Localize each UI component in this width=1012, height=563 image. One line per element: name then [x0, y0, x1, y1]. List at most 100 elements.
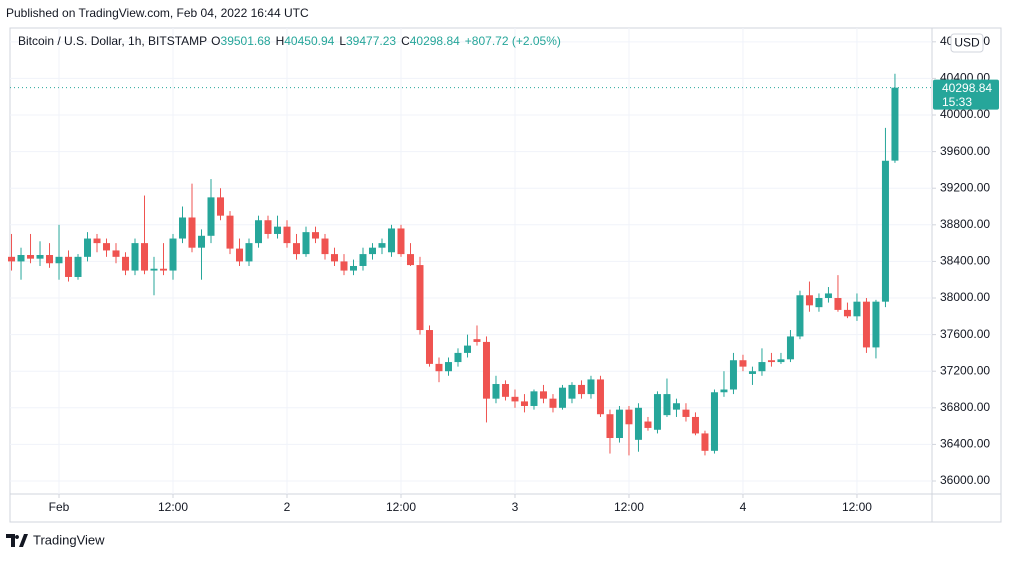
candle-body: [701, 433, 709, 451]
candle-body: [862, 301, 870, 348]
candle-body: [273, 226, 281, 234]
candle-body: [625, 409, 633, 425]
candle-body: [463, 345, 471, 353]
candle-body: [653, 394, 661, 430]
candle-body: [872, 301, 880, 348]
candle-body: [568, 384, 576, 399]
candle-body: [748, 371, 756, 374]
candle-body: [824, 293, 832, 299]
candle-body: [777, 359, 785, 363]
candle-body: [122, 256, 130, 271]
candle-body: [587, 379, 595, 395]
chart-title: Bitcoin / U.S. Dollar, 1h, BITSTAMP: [18, 34, 207, 48]
candle-body: [558, 387, 566, 408]
candle-body: [511, 396, 519, 402]
candle-body: [796, 295, 804, 337]
y-tick-label: 39600.00: [940, 144, 990, 158]
candle-body: [682, 409, 690, 417]
candle-body: [758, 362, 766, 372]
candle-body: [454, 352, 462, 363]
candle-body: [644, 421, 652, 428]
candle-body: [179, 217, 187, 239]
candle-body: [387, 228, 395, 253]
candle-body: [634, 407, 642, 440]
x-tick-label: Feb: [49, 500, 70, 514]
candle-body: [292, 243, 300, 255]
candle-body: [93, 238, 101, 244]
published-note: Published on TradingView.com, Feb 04, 20…: [6, 6, 309, 20]
candle-body: [150, 268, 158, 271]
candle-body: [103, 243, 111, 251]
candle-body: [435, 363, 443, 372]
candle-body: [65, 256, 73, 277]
y-tick-label: 39200.00: [940, 180, 990, 194]
candle-body: [245, 243, 253, 262]
y-tick-label: 38000.00: [940, 290, 990, 304]
grid: 36000.00 36400.00 36800.00 37200.00 37600.00…: [10, 28, 990, 514]
candle-body: [615, 409, 623, 439]
candle-body: [473, 339, 481, 342]
last-price-label: 40298.84: [942, 81, 992, 95]
currency-badge: [950, 33, 984, 53]
candle-body: [672, 403, 680, 410]
candle-body: [302, 232, 310, 255]
candle-body: [17, 255, 25, 262]
candle-body: [359, 254, 367, 266]
currency-label: USD: [954, 36, 980, 50]
candle-body: [520, 401, 528, 406]
candle-body: [226, 215, 234, 249]
x-tick-label: 2: [284, 500, 291, 514]
candle-body: [74, 256, 82, 277]
candle-body: [217, 197, 225, 216]
candle-body: [169, 238, 177, 271]
candle-body: [207, 197, 215, 236]
candle-body: [492, 384, 500, 399]
ohlc-key: C: [401, 34, 410, 48]
candle-body: [501, 384, 509, 397]
brand-name: TradingView: [33, 532, 105, 547]
x-tick-label: 12:00: [386, 500, 416, 514]
ohlc-key: L: [339, 34, 346, 48]
candle-body: [710, 392, 718, 451]
candle-body: [141, 243, 149, 271]
overlay: Bitcoin / U.S. Dollar, 1h, BITSTAMP 4029…: [10, 33, 999, 110]
chart-frame: [9, 27, 1002, 523]
countdown-label: 15:33: [942, 95, 972, 109]
candle-body: [188, 217, 196, 248]
candle-body: [767, 360, 775, 363]
ohlc-key: H: [276, 34, 285, 48]
candle-body: [131, 243, 139, 271]
candle-body: [340, 261, 348, 271]
brand: TradingView: [6, 532, 105, 547]
candle-body: [691, 416, 699, 434]
y-tick-label: 36400.00: [940, 437, 990, 451]
candle-body: [843, 309, 851, 317]
candle-body: [739, 360, 747, 367]
candle-body: [198, 235, 206, 248]
y-tick-label: 37600.00: [940, 327, 990, 341]
candle-body: [321, 238, 329, 255]
candle-body: [406, 254, 414, 266]
candle-body: [539, 391, 547, 399]
ohlc-key: O: [211, 34, 220, 48]
candle-body: [36, 255, 44, 259]
candle-body: [891, 87, 899, 161]
y-tick-label: 37200.00: [940, 363, 990, 377]
y-tick-label: 36800.00: [940, 400, 990, 414]
brand-logo: [6, 534, 28, 547]
candle-body: [368, 247, 376, 255]
candle-body: [786, 336, 794, 360]
candle-body: [255, 220, 263, 244]
candle-body: [596, 379, 604, 415]
candle-body: [112, 250, 120, 257]
candle-body: [720, 389, 728, 393]
x-tick-label: 12:00: [842, 500, 872, 514]
candle-body: [8, 256, 16, 262]
x-tick-label: 3: [512, 500, 519, 514]
candle-body: [815, 298, 823, 308]
candle-body: [397, 228, 405, 255]
candle-body: [46, 255, 54, 264]
candle-body: [416, 265, 424, 331]
ohlc-value: 39501.68: [221, 34, 271, 48]
